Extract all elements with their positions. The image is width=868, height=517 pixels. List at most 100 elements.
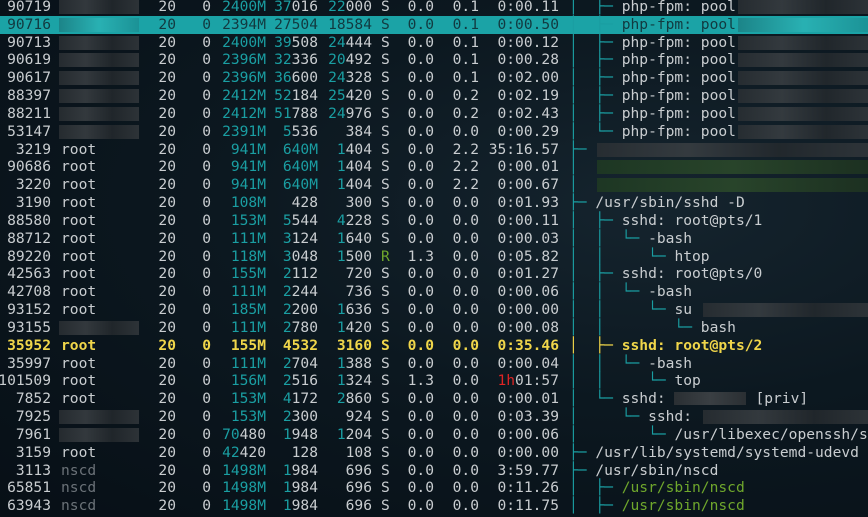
command-cell: ├─ /usr/sbin/sshd -D bbox=[569, 194, 745, 212]
time-cell: 0:00.04 bbox=[497, 354, 559, 372]
pid-cell: 3220 bbox=[15, 176, 51, 194]
mem-cell: 0.0 bbox=[452, 283, 479, 301]
user-redacted bbox=[59, 71, 139, 86]
nice-cell: 0 bbox=[202, 318, 211, 336]
process-row[interactable]: 90619 20 0 2396M 32336 20492 S 0.0 0.1 0:00.28 │ ├… bbox=[0, 51, 868, 69]
priority-cell: 20 bbox=[158, 176, 176, 194]
priority-cell: 20 bbox=[158, 211, 176, 229]
state-cell: S bbox=[381, 408, 390, 426]
nice-cell: 0 bbox=[202, 87, 211, 105]
process-row[interactable]: 88712 root 20 0 111M 3124 1640 S 0.0 0.0 0:00.03 │ … bbox=[0, 230, 868, 248]
process-row[interactable]: 101509 root 20 0 156M 2516 1324 S 1.3 0.0 1h01:57 │… bbox=[0, 372, 868, 390]
virt-cell: 153M bbox=[230, 408, 266, 426]
cpu-cell: 1.3 bbox=[407, 247, 434, 265]
priority-cell: 20 bbox=[158, 158, 176, 176]
process-row[interactable]: 35997 root 20 0 111M 2704 1388 S 0.0 0.0 0:00.04 │ … bbox=[0, 355, 868, 373]
process-row[interactable]: 42708 root 20 0 111M 2244 736 S 0.0 0.0 0:00.06 │ │… bbox=[0, 283, 868, 301]
nice-cell: 0 bbox=[202, 265, 211, 283]
priority-cell: 20 bbox=[158, 265, 176, 283]
virt-cell: 941M bbox=[230, 176, 266, 194]
process-row[interactable]: 88211 20 0 2412M 51788 24976 S 0.0 0.2 0:02.43 │ ├… bbox=[0, 105, 868, 123]
pid-cell: 3159 bbox=[15, 443, 51, 461]
process-row[interactable]: 90686 root 20 0 941M 640M 1404 S 0.0 2.2 0:00.01 │ bbox=[0, 158, 868, 176]
cpu-cell: 0.0 bbox=[407, 390, 434, 408]
cpu-cell: 0.0 bbox=[407, 497, 434, 515]
tree-branch: │ │ └─ bbox=[569, 229, 649, 247]
tree-branch: │ └─ bbox=[569, 425, 675, 443]
process-row[interactable]: 88580 root 20 0 153M 5544 4228 S 0.0 0.0 0:00.11 │ … bbox=[0, 212, 868, 230]
process-row[interactable]: 3220 root 20 0 941M 640M 1404 S 0.0 2.2 0:00.67 │ bbox=[0, 176, 868, 194]
tree-branch: │ │ └─ bbox=[569, 372, 675, 390]
cpu-cell: 0.0 bbox=[407, 158, 434, 176]
shr-cell: 108 bbox=[345, 443, 372, 461]
cpu-cell: 0.0 bbox=[407, 211, 434, 229]
process-row[interactable]: 3113 nscd 20 0 1498M 1984 696 S 0.0 0.0 3:59.77 ├─ … bbox=[0, 462, 868, 480]
process-row[interactable]: 90713 20 0 2400M 39508 24444 S 0.0 0.1 0:00.12 │ ├… bbox=[0, 34, 868, 52]
pid-cell: 101509 bbox=[0, 372, 51, 390]
pid-cell: 65851 bbox=[7, 479, 51, 497]
command-text: php-fpm: pool bbox=[621, 87, 736, 105]
state-cell: S bbox=[381, 336, 390, 354]
shr-cell: 24328 bbox=[328, 69, 372, 87]
command-text: top bbox=[674, 372, 701, 390]
cpu-cell: 0.0 bbox=[407, 425, 434, 443]
process-row[interactable]: 7961 20 0 70480 1948 1204 S 0.0 0.0 0:00.06 │ └─ /… bbox=[0, 426, 868, 444]
mem-cell: 0.0 bbox=[452, 301, 479, 319]
time-cell: 0:11.26 bbox=[497, 479, 559, 497]
process-row[interactable]: 93152 root 20 0 185M 2200 1636 S 0.0 0.0 0:00.00 │ … bbox=[0, 301, 868, 319]
command-redacted bbox=[738, 89, 868, 104]
state-cell: S bbox=[381, 158, 390, 176]
cpu-cell: 0.0 bbox=[407, 443, 434, 461]
priority-cell: 20 bbox=[158, 336, 176, 354]
state-cell: S bbox=[381, 69, 390, 87]
nice-cell: 0 bbox=[202, 497, 211, 515]
process-row[interactable]: 65851 nscd 20 0 1498M 1984 696 S 0.0 0.0 0:11.26 │ … bbox=[0, 479, 868, 497]
process-row[interactable]: 90716 20 0 2394M 27504 18584 S 0.0 0.1 0:00.50 │ ├… bbox=[0, 15, 868, 34]
nice-cell: 0 bbox=[202, 140, 211, 158]
nice-cell: 0 bbox=[202, 372, 211, 390]
process-row[interactable]: 3219 root 20 0 941M 640M 1404 S 0.0 2.2 35:16.57 ├─ bbox=[0, 141, 868, 159]
time-cell: 0:00.01 bbox=[497, 390, 559, 408]
tree-branch: │ └─ bbox=[569, 122, 622, 140]
command-cell: ├─ bbox=[569, 141, 595, 159]
res-cell: 3048 bbox=[282, 247, 318, 265]
process-row[interactable]: 63943 nscd 20 0 1498M 1984 696 S 0.0 0.0 0:11.75 │ … bbox=[0, 497, 868, 515]
pid-cell: 3190 bbox=[15, 194, 51, 212]
shr-cell: 696 bbox=[345, 479, 372, 497]
tree-branch: │ │ └─ bbox=[569, 318, 701, 336]
virt-cell: 111M bbox=[230, 354, 266, 372]
priority-cell: 20 bbox=[158, 140, 176, 158]
process-row[interactable]: 90617 20 0 2396M 36600 24328 S 0.0 0.1 0:02.00 │ ├… bbox=[0, 69, 868, 87]
tree-branch: ├─ bbox=[569, 461, 596, 479]
res-cell: 1984 bbox=[282, 461, 318, 479]
process-row[interactable]: 7852 root 20 0 153M 4172 2860 S 0.0 0.0 0:00.01 │ └… bbox=[0, 390, 868, 408]
pid-cell: 90686 bbox=[7, 158, 51, 176]
process-row[interactable]: 3190 root 20 0 108M 428 300 S 0.0 0.0 0:01.93 ├─ /u… bbox=[0, 194, 868, 212]
pid-cell: 3113 bbox=[15, 461, 51, 479]
user-cell: root bbox=[61, 247, 97, 265]
res-cell: 2516 bbox=[282, 372, 318, 390]
process-row[interactable]: 35952 root 20 0 155M 4532 3160 S 0.0 0.0 0:35.46 │ … bbox=[0, 337, 868, 355]
command-cell: │ ├─ /usr/sbin/nscd bbox=[569, 497, 745, 515]
process-row[interactable]: 89220 root 20 0 118M 3048 1500 R 1.3 0.0 0:05.82 │ … bbox=[0, 248, 868, 266]
process-row[interactable]: 88397 20 0 2412M 52184 25420 S 0.0 0.2 0:02.19 │ ├… bbox=[0, 87, 868, 105]
nice-cell: 0 bbox=[202, 158, 211, 176]
pid-cell: 42708 bbox=[7, 283, 51, 301]
res-cell: 640M bbox=[282, 158, 318, 176]
process-row[interactable]: 3159 root 20 0 42420 128 108 S 0.0 0.0 0:00.00 ├─ /… bbox=[0, 444, 868, 462]
process-row[interactable]: 7925 20 0 153M 2300 924 S 0.0 0.0 0:03.39 │ └─ ssh… bbox=[0, 408, 868, 426]
process-row[interactable]: 42563 root 20 0 155M 2112 720 S 0.0 0.0 0:01.27 │ ├… bbox=[0, 265, 868, 283]
pid-cell: 35997 bbox=[7, 354, 51, 372]
process-row[interactable]: 93155 20 0 111M 2780 1420 S 0.0 0.0 0:00.08 │ │ └─… bbox=[0, 319, 868, 337]
state-cell: S bbox=[381, 372, 390, 390]
shr-cell: 696 bbox=[345, 461, 372, 479]
tree-branch: │ │ └─ bbox=[569, 354, 649, 372]
process-row[interactable]: 53147 20 0 2391M 5536 384 S 0.0 0.0 0:00.29 │ └─ p… bbox=[0, 123, 868, 141]
command-redacted bbox=[738, 0, 868, 14]
pid-cell: 90716 bbox=[7, 15, 51, 33]
cpu-cell: 0.0 bbox=[407, 354, 434, 372]
command-redacted bbox=[738, 106, 868, 121]
process-row[interactable]: 90719 20 0 2400M 37016 22000 S 0.0 0.1 0:00.11 │ ├… bbox=[0, 0, 868, 16]
res-cell: 27504 bbox=[274, 15, 318, 33]
virt-cell: 2396M bbox=[222, 51, 266, 69]
